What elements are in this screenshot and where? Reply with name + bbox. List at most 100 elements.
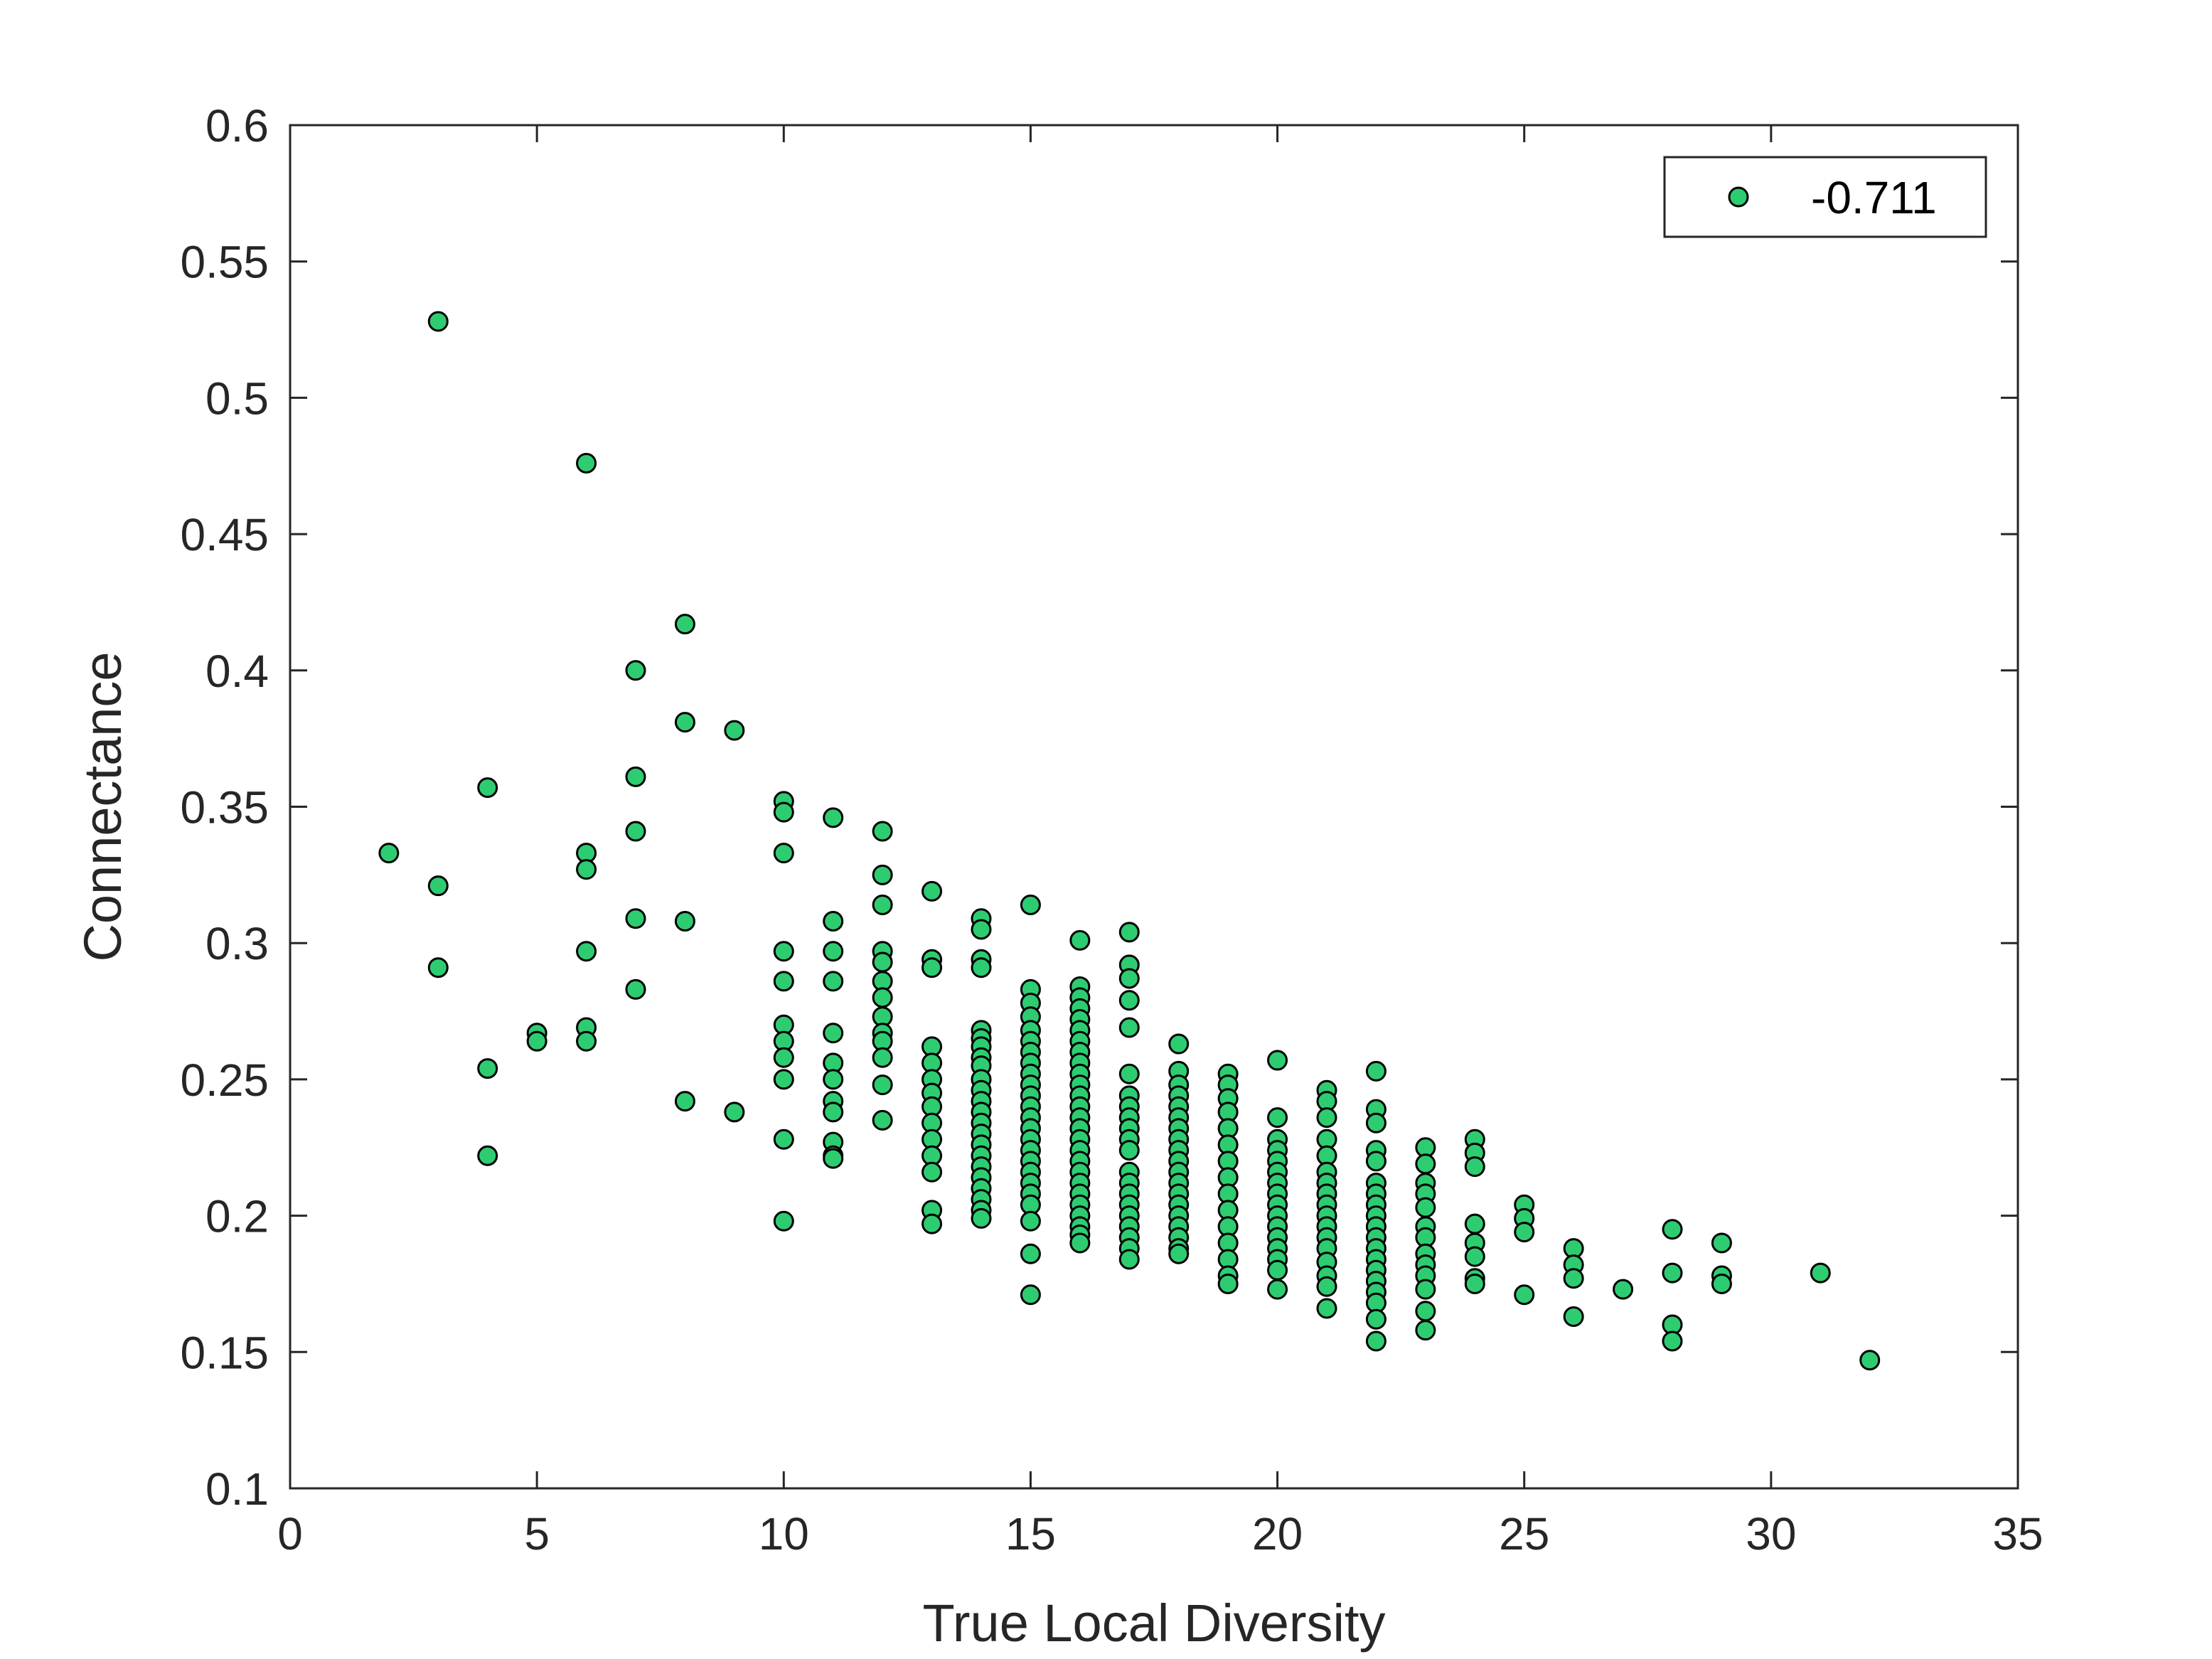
data-point	[1217, 1273, 1239, 1294]
data-point	[971, 919, 992, 940]
tick-labels: 0 5 10 15 20 25 30 35 0.1 0.15 0.2 0.25 0.3 0.35 0.4 0.…	[180, 100, 2043, 1559]
data-point	[1464, 1213, 1485, 1234]
data-point	[1514, 1284, 1535, 1306]
data-point	[1316, 1298, 1337, 1319]
data-point	[823, 1023, 844, 1044]
data-point	[773, 1069, 794, 1090]
data-point	[1662, 1219, 1683, 1240]
data-point	[1118, 922, 1140, 943]
data-point	[971, 1207, 992, 1229]
legend: -0.711	[1663, 156, 1987, 238]
data-point	[921, 957, 943, 978]
data-point	[773, 801, 794, 823]
data-point	[1267, 1107, 1288, 1129]
data-point	[1118, 1140, 1140, 1161]
data-point	[872, 951, 893, 973]
data-point	[823, 1069, 844, 1090]
data-point	[1069, 929, 1091, 951]
data-point	[1365, 1112, 1386, 1133]
data-point	[724, 1101, 745, 1123]
data-point	[1168, 1033, 1190, 1055]
data-point	[1662, 1262, 1683, 1284]
data-point	[872, 895, 893, 916]
x-tick-label: 20	[1252, 1508, 1303, 1559]
data-point	[773, 1047, 794, 1068]
data-point	[872, 987, 893, 1008]
data-point	[625, 660, 646, 681]
y-tick-label: 0.4	[205, 646, 269, 697]
data-point	[1118, 990, 1140, 1011]
axes-box	[289, 124, 2019, 1490]
data-point	[576, 859, 597, 880]
data-point	[674, 614, 695, 635]
data-point	[1069, 1232, 1091, 1254]
data-point	[625, 978, 646, 1000]
data-point	[1020, 1243, 1041, 1264]
data-point	[1415, 1279, 1436, 1300]
data-points	[378, 311, 1881, 1371]
data-point	[921, 1213, 943, 1234]
data-point	[1118, 1249, 1140, 1270]
data-point	[1365, 1308, 1386, 1330]
data-point	[773, 941, 794, 962]
data-point	[1118, 1017, 1140, 1038]
data-point	[1415, 1153, 1436, 1175]
data-point	[674, 1091, 695, 1112]
data-point	[1020, 1210, 1041, 1232]
data-point	[872, 821, 893, 842]
data-point	[1859, 1350, 1881, 1371]
x-tick-label: 10	[759, 1508, 809, 1559]
data-point	[1464, 1156, 1485, 1178]
data-point	[823, 941, 844, 962]
data-point	[1563, 1306, 1584, 1327]
data-point	[576, 941, 597, 962]
y-tick-label: 0.6	[205, 100, 269, 151]
data-point	[427, 311, 449, 332]
y-tick-label: 0.55	[180, 237, 269, 288]
data-point	[1118, 1063, 1140, 1084]
data-point	[1365, 1060, 1386, 1082]
data-point	[625, 766, 646, 787]
data-point	[773, 1129, 794, 1150]
x-tick-label: 30	[1746, 1508, 1796, 1559]
legend-box	[1663, 156, 1987, 238]
data-point	[477, 1058, 498, 1079]
data-point	[971, 957, 992, 978]
data-point	[773, 843, 794, 864]
x-tick-label: 0	[277, 1508, 303, 1559]
data-point	[427, 957, 449, 978]
y-axis-label: Connectance	[73, 651, 132, 961]
data-point	[1365, 1330, 1386, 1352]
data-point	[1168, 1243, 1190, 1264]
data-point	[823, 971, 844, 992]
data-point	[1464, 1273, 1485, 1294]
data-point	[724, 720, 745, 741]
data-point	[1613, 1279, 1634, 1300]
data-point	[427, 875, 449, 897]
y-tick-label: 0.1	[205, 1463, 269, 1515]
data-point	[378, 843, 400, 864]
x-tick-label: 5	[524, 1508, 550, 1559]
data-point	[823, 1101, 844, 1123]
y-tick-label: 0.35	[180, 782, 269, 833]
x-tick-label: 15	[1005, 1508, 1056, 1559]
data-point	[1118, 968, 1140, 989]
data-point	[674, 911, 695, 932]
y-tick-label: 0.5	[205, 373, 269, 424]
data-point	[625, 908, 646, 929]
data-point	[773, 1210, 794, 1232]
data-point	[477, 777, 498, 799]
data-point	[921, 880, 943, 902]
data-point	[921, 1161, 943, 1183]
x-tick-label: 35	[1992, 1508, 2043, 1559]
data-point	[576, 452, 597, 474]
x-axis-label: True Local Diversity	[922, 1594, 1385, 1653]
data-point	[674, 712, 695, 733]
data-point	[773, 971, 794, 992]
data-point	[625, 821, 646, 842]
data-point	[1464, 1246, 1485, 1267]
data-point	[1415, 1301, 1436, 1322]
x-tick-label: 25	[1499, 1508, 1549, 1559]
data-point	[1267, 1279, 1288, 1300]
